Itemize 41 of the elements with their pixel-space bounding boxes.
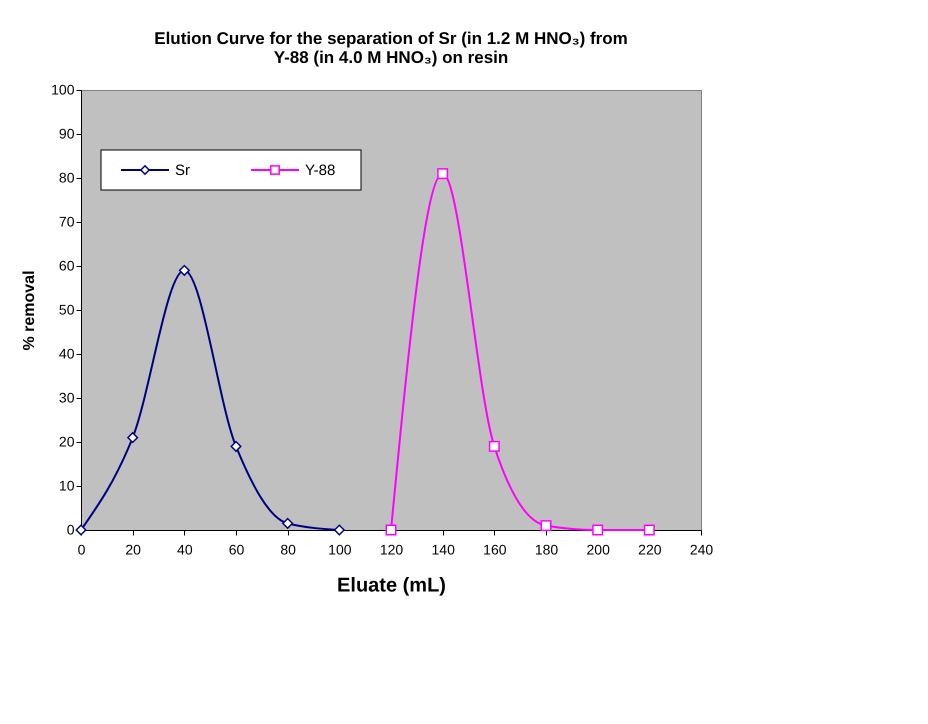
- point: [230, 440, 242, 452]
- x-tick-label: 0: [78, 542, 86, 558]
- point: [127, 432, 138, 444]
- point: [437, 168, 448, 180]
- x-tick-label: 180: [534, 542, 558, 558]
- x-tick-label: 80: [280, 542, 296, 558]
- y-tick-label: 80: [58, 170, 75, 186]
- x-tick-label: 140: [431, 542, 456, 558]
- x-tick-label: 200: [586, 542, 610, 558]
- point: [178, 264, 190, 276]
- y-tick-label: 30: [58, 390, 75, 406]
- y-tick-label: 20: [58, 434, 75, 450]
- y-tick-label: 60: [58, 258, 75, 274]
- y-tick-label: 50: [58, 302, 75, 318]
- x-tick-label: 240: [690, 542, 714, 558]
- x-tick-label: 20: [125, 542, 142, 558]
- y-tick-label: 70: [58, 214, 75, 230]
- y-tick-label: 0: [66, 522, 75, 538]
- x-tick-label: 160: [483, 542, 507, 558]
- point: [282, 518, 294, 529]
- y-axis-title: % removal: [21, 270, 38, 351]
- x-axis-title: Eluate (mL): [337, 574, 446, 596]
- y-tick-label: 40: [58, 346, 75, 362]
- x-tick-label: 220: [638, 542, 662, 558]
- point: [644, 524, 655, 536]
- point: [386, 524, 396, 536]
- x-tick-label: 100: [328, 542, 352, 558]
- x-tick-label: 40: [177, 542, 193, 558]
- point: [488, 440, 500, 452]
- point: [76, 524, 86, 536]
- point: [592, 524, 604, 536]
- point: [540, 520, 552, 532]
- x-tick-label: 60: [228, 542, 244, 558]
- y-tick-label: 10: [58, 478, 75, 494]
- legend-label: Sr: [175, 162, 190, 179]
- y-tick-label: 100: [51, 82, 75, 98]
- y-tick-label: 90: [58, 126, 75, 142]
- point: [334, 524, 345, 536]
- legend-label: Y-88: [305, 162, 336, 179]
- chart-title: Elution Curve for the separation of Sr (in 1.2 M HNO₃) from Y-88 (in 4.0 M HNO₃) on resin: [154, 29, 628, 67]
- x-tick-label: 120: [380, 542, 404, 558]
